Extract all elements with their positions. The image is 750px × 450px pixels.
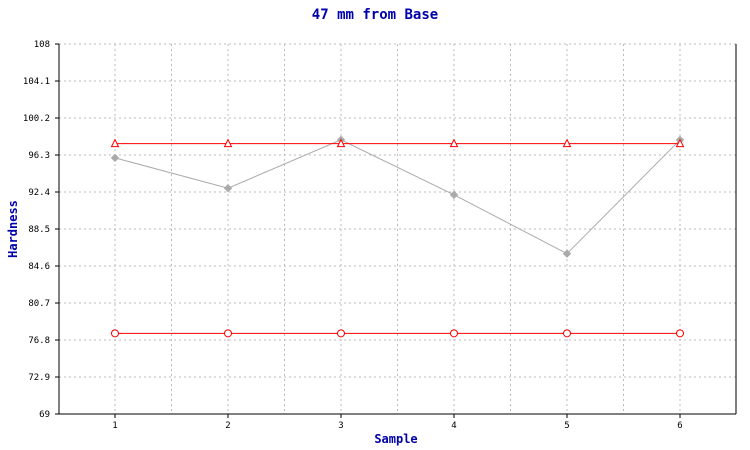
data-point-circle	[563, 329, 571, 338]
data-point-triangle	[110, 138, 120, 148]
data-point-circle	[111, 329, 119, 338]
data-point-diamond	[223, 183, 233, 193]
data-point-circle	[224, 329, 232, 338]
data-point-triangle	[449, 138, 459, 148]
y-tick-label: 104.1	[23, 77, 50, 87]
data-point-triangle	[562, 138, 572, 148]
y-tick-label: 108	[34, 40, 50, 50]
x-axis-label: Sample	[374, 432, 417, 446]
x-tick-labels: 1 2 3 4 5 6	[112, 421, 682, 431]
y-tick-label: 88.5	[28, 225, 50, 235]
x-tick-label: 2	[225, 421, 230, 431]
y-tick-label: 72.9	[28, 373, 50, 383]
data-point-circle	[337, 329, 345, 338]
y-tick-label: 80.7	[28, 299, 50, 309]
data-point-triangle	[336, 138, 346, 148]
data-point-circle	[450, 329, 458, 338]
x-tick-label: 3	[338, 421, 343, 431]
y-tick-labels: 69 72.9 76.8 80.7 84.6 88.5 92.4 96.3 100.2 104.1…	[23, 40, 50, 420]
y-tick-label: 76.8	[28, 336, 50, 346]
x-tick-label: 5	[564, 421, 569, 431]
data-point-triangle	[223, 138, 233, 148]
data-point-diamond	[449, 190, 459, 200]
data-point-circle	[676, 329, 684, 338]
y-tick-label: 69	[39, 410, 50, 420]
y-axis-label: Hardness	[6, 200, 20, 258]
y-tick-label: 84.6	[28, 262, 50, 272]
y-tick-label: 96.3	[28, 151, 50, 161]
series-lines	[114, 139, 681, 334]
data-point-diamond	[562, 249, 572, 258]
y-tick-label: 100.2	[23, 114, 50, 124]
series-markers	[110, 135, 685, 338]
data-point-diamond	[110, 153, 120, 163]
x-tick-label: 1	[112, 421, 117, 431]
y-tick-label: 92.4	[28, 188, 50, 198]
grid	[59, 43, 736, 414]
series-line-0	[114, 139, 681, 255]
data-point-triangle	[675, 138, 685, 148]
axes	[55, 43, 737, 418]
x-tick-label: 4	[451, 421, 456, 431]
chart-title: 47 mm from Base	[312, 7, 438, 23]
x-tick-label: 6	[677, 421, 682, 431]
